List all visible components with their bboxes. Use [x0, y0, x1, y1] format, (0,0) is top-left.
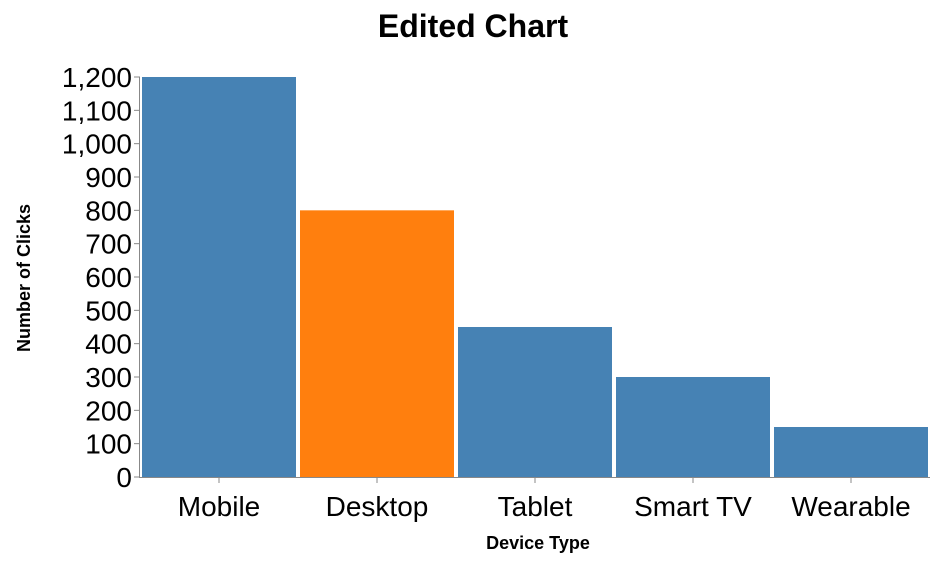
y-tick-label: 300	[85, 362, 132, 393]
y-tick-label: 700	[85, 229, 132, 260]
y-axis-title: Number of Clicks	[14, 204, 34, 352]
y-tick-label: 1,100	[62, 95, 132, 126]
chart-title: Edited Chart	[378, 8, 569, 44]
x-tick-label: Mobile	[178, 491, 260, 522]
y-tick-label: 0	[116, 462, 132, 493]
y-tick-label: 1,000	[62, 129, 132, 160]
y-tick-label: 600	[85, 262, 132, 293]
bar-mobile[interactable]	[142, 77, 296, 477]
y-axis: 01002003004005006007008009001,0001,1001,…	[62, 62, 140, 493]
x-tick-label: Tablet	[498, 491, 573, 522]
x-tick-label: Smart TV	[634, 491, 752, 522]
x-tick-label: Wearable	[791, 491, 910, 522]
y-tick-label: 100	[85, 429, 132, 460]
bar-wearable[interactable]	[774, 427, 928, 477]
bar-smart-tv[interactable]	[616, 377, 770, 477]
bar-desktop[interactable]	[300, 210, 454, 478]
x-tick-label: Desktop	[326, 491, 429, 522]
x-axis-title: Device Type	[486, 533, 590, 553]
y-tick-label: 500	[85, 295, 132, 326]
y-tick-label: 200	[85, 395, 132, 426]
y-tick-label: 800	[85, 195, 132, 226]
y-tick-label: 400	[85, 329, 132, 360]
y-tick-label: 1,200	[62, 62, 132, 93]
x-axis: Mobile Desktop Tablet Smart TV Wearable	[139, 477, 930, 522]
bars-group	[142, 77, 928, 478]
bar-tablet[interactable]	[458, 327, 612, 477]
y-tick-label: 900	[85, 162, 132, 193]
